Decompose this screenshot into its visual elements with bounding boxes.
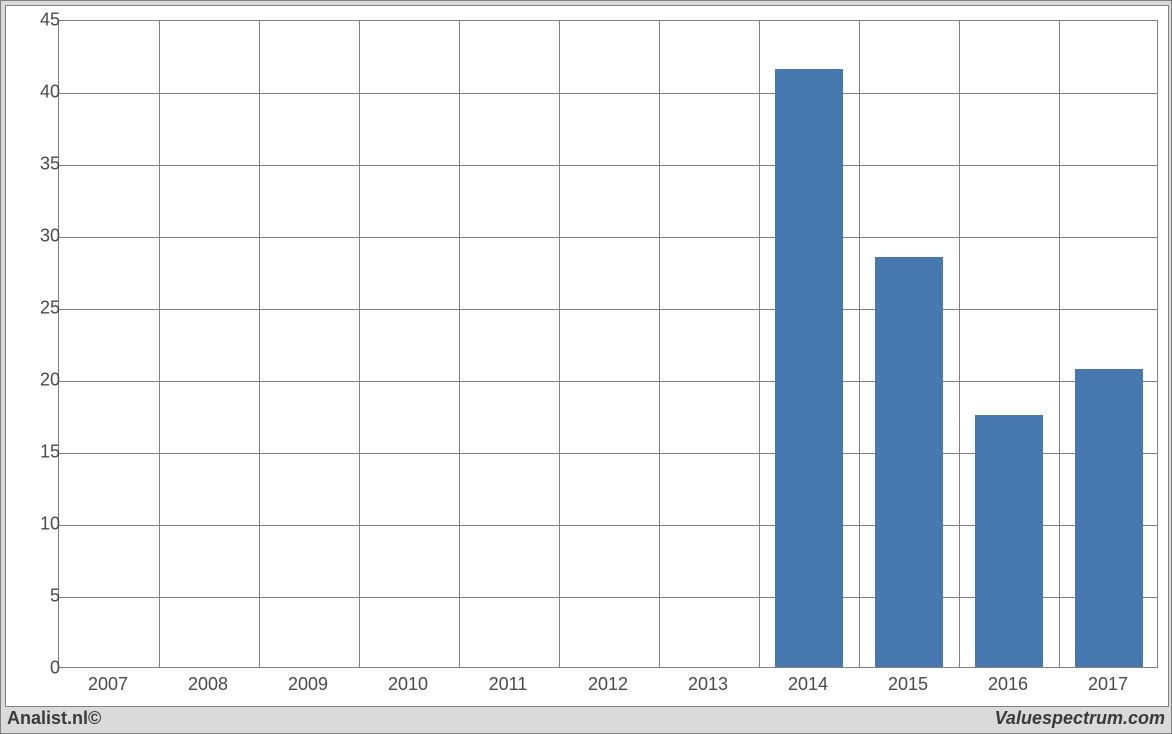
x-axis-label: 2009 [288,674,328,695]
gridline-v [859,21,860,667]
y-axis-label: 5 [20,586,60,607]
x-axis-label: 2007 [88,674,128,695]
x-axis-label: 2013 [688,674,728,695]
gridline-v [1059,21,1060,667]
gridline-v [159,21,160,667]
y-axis-label: 10 [20,514,60,535]
x-axis-label: 2016 [988,674,1028,695]
bar-2017 [1075,369,1143,667]
gridline-v [259,21,260,667]
gridline-h [59,309,1157,310]
x-axis-label: 2008 [188,674,228,695]
gridline-v [559,21,560,667]
y-axis-label: 20 [20,370,60,391]
bar-2016 [975,415,1043,667]
bar-2014 [775,69,843,667]
gridline-v [759,21,760,667]
gridline-v [459,21,460,667]
y-axis-label: 30 [20,226,60,247]
y-axis-label: 35 [20,154,60,175]
footer-left: Analist.nl© [7,708,101,729]
gridline-v [359,21,360,667]
x-axis-label: 2012 [588,674,628,695]
x-axis-label: 2010 [388,674,428,695]
gridline-h [59,237,1157,238]
x-axis-label: 2011 [489,674,528,695]
x-axis-label: 2015 [888,674,928,695]
gridline-v [959,21,960,667]
chart-panel: 0 5 10 15 20 25 30 35 40 45 2007 2008 2009 2010 2011 2… [5,5,1169,707]
x-axis-label: 2014 [788,674,828,695]
y-axis-label: 0 [20,658,60,679]
gridline-h [59,93,1157,94]
chart-outer-frame: 0 5 10 15 20 25 30 35 40 45 2007 2008 2009 2010 2011 2… [0,0,1172,734]
gridline-h [59,165,1157,166]
y-axis-label: 40 [20,82,60,103]
y-axis-label: 25 [20,298,60,319]
gridline-h [59,381,1157,382]
x-axis-label: 2017 [1088,674,1128,695]
gridline-v [659,21,660,667]
y-axis-label: 45 [20,10,60,31]
y-axis-label: 15 [20,442,60,463]
bar-2015 [875,257,943,667]
plot-area [58,20,1158,668]
footer-right: Valuespectrum.com [995,708,1165,729]
